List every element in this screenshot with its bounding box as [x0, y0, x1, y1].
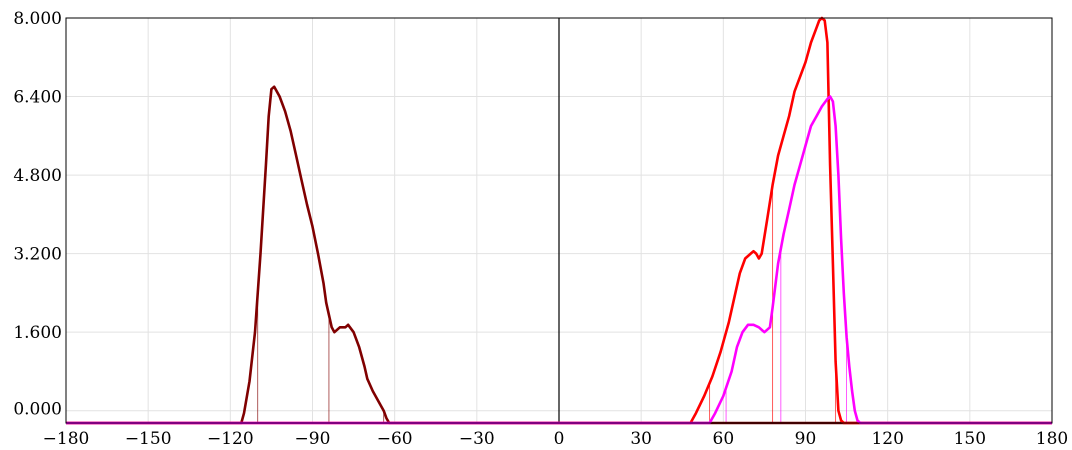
x-tick-label: −150 — [125, 429, 172, 449]
x-tick-label: 60 — [713, 429, 735, 449]
drop-lines — [257, 184, 847, 423]
x-tick-label: −30 — [459, 429, 495, 449]
y-tick-label: 0.000 — [13, 400, 62, 420]
y-tick-label: 6.400 — [13, 88, 62, 108]
x-tick-label: 0 — [554, 429, 565, 449]
x-tick-label: 90 — [795, 429, 817, 449]
x-tick-label: 30 — [630, 429, 652, 449]
x-tick-label: −90 — [295, 429, 331, 449]
y-tick-labels: 0.000 1.600 3.200 4.800 6.400 8.000 — [13, 9, 62, 420]
x-tick-labels: −180 −150 −120 −90 −60 −30 0 30 60 90 120 150 180 — [43, 429, 1069, 449]
x-tick-label: −60 — [377, 429, 413, 449]
x-tick-label: 180 — [1036, 429, 1068, 449]
x-tick-label: 120 — [871, 429, 903, 449]
series-line-2 — [66, 16, 1052, 425]
y-tick-label: 1.600 — [13, 323, 62, 343]
x-tick-label: −180 — [43, 429, 90, 449]
y-tick-label: 4.800 — [13, 166, 62, 186]
series-line-1 — [66, 85, 1052, 425]
y-tick-label: 8.000 — [13, 9, 62, 29]
x-tick-label: −120 — [207, 429, 254, 449]
plot-frame — [65, 17, 1053, 424]
series-lines — [66, 16, 1052, 425]
x-tick-label: 150 — [954, 429, 986, 449]
series-line-3 — [66, 95, 1052, 425]
y-tick-label: 3.200 — [13, 245, 62, 265]
